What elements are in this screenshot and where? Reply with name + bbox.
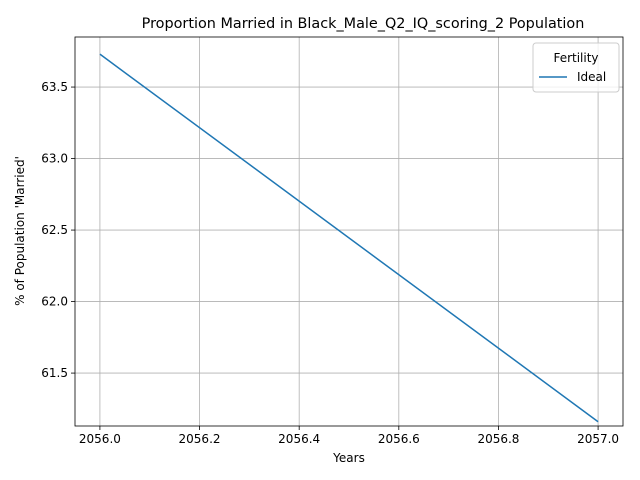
grid-lines (75, 37, 623, 426)
y-tick-label: 61.5 (41, 366, 68, 380)
y-tick-label: 63.5 (41, 80, 68, 94)
x-tick-label: 2056.8 (477, 432, 519, 446)
x-tick-label: 2057.0 (577, 432, 619, 446)
legend-label-ideal: Ideal (577, 70, 606, 84)
legend: Fertility Ideal (532, 42, 620, 93)
x-axis-label: Years (332, 451, 365, 465)
plot-area-frame (74, 36, 624, 427)
x-tick-label: 2056.2 (179, 432, 221, 446)
series-layer (99, 53, 599, 423)
legend-title: Fertility (553, 51, 598, 65)
y-tick-label: 62.5 (41, 223, 68, 237)
x-axis-ticks: 2056.0 2056.2 2056.4 2056.6 2056.8 2057.0 (79, 426, 619, 446)
legend-box (532, 42, 620, 93)
y-axis-label: % of Population 'Married' (13, 156, 27, 306)
x-tick-label: 2056.6 (378, 432, 420, 446)
y-tick-label: 63.0 (41, 152, 68, 166)
chart-title: Proportion Married in Black_Male_Q2_IQ_s… (142, 16, 585, 32)
x-tick-label: 2056.0 (79, 432, 121, 446)
y-tick-label: 62.0 (41, 295, 68, 309)
series-line-ideal (99, 53, 599, 423)
x-tick-label: 2056.4 (278, 432, 320, 446)
y-axis-ticks: 61.5 62.0 62.5 63.0 63.5 (41, 80, 75, 380)
